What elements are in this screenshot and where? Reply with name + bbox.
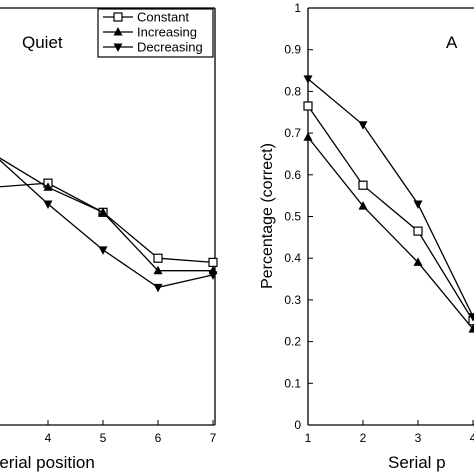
left-panel-quiet: Quiet Serial position 4 5 6 7 ConstantIncre… bbox=[0, 7, 218, 472]
right-point-constant bbox=[303, 101, 313, 111]
left-x-tick-label: 7 bbox=[210, 431, 217, 445]
right-x-ticks: 1 2 3 4 bbox=[305, 420, 474, 445]
left-point-constant bbox=[208, 257, 218, 267]
left-point-increasing bbox=[153, 265, 163, 275]
right-x-axis-label: Serial p bbox=[388, 453, 446, 472]
right-y-ticks: 0 0.1 0.2 0.3 0.4 0.5 0.6 0.7 0.8 0.9 1 bbox=[284, 1, 313, 432]
left-point-constant bbox=[153, 253, 163, 263]
left-series-group bbox=[0, 157, 218, 293]
legend-marker bbox=[113, 12, 123, 22]
right-point-increasing bbox=[303, 132, 313, 141]
left-point-decreasing bbox=[208, 271, 218, 280]
left-point-decreasing bbox=[98, 246, 108, 255]
right-y-tick-label: 0.9 bbox=[284, 43, 301, 57]
right-point-decreasing bbox=[413, 200, 423, 209]
right-y-tick-label: 0.8 bbox=[284, 84, 301, 98]
right-panel: A Percentage (correct) Serial p 00.10.20… bbox=[259, 1, 474, 472]
left-point-decreasing bbox=[153, 283, 163, 293]
right-point-decreasing bbox=[468, 313, 474, 322]
right-point-decreasing bbox=[358, 121, 368, 130]
right-point-constant bbox=[413, 226, 423, 236]
right-y-tick-label: 0.7 bbox=[284, 126, 301, 140]
right-x-tick-label: 1 bbox=[305, 431, 312, 445]
right-x-tick-label: 2 bbox=[360, 431, 367, 445]
right-y-tick-label: 1 bbox=[294, 1, 301, 15]
right-series-line-increasing bbox=[307, 136, 474, 330]
right-point-increasing bbox=[468, 324, 474, 333]
left-point-increasing bbox=[98, 207, 108, 216]
right-series-line-decreasing bbox=[307, 78, 474, 317]
legend-marker bbox=[113, 27, 123, 36]
right-y-tick-label: 0.2 bbox=[284, 335, 301, 349]
right-y-tick-label: 0.6 bbox=[284, 168, 301, 182]
left-point-increasing bbox=[43, 182, 53, 191]
left-x-ticks: 4 5 6 7 bbox=[45, 420, 217, 445]
left-x-tick-label: 5 bbox=[100, 431, 107, 445]
left-series-line-constant bbox=[0, 182, 214, 264]
right-x-tick-label: 4 bbox=[470, 431, 474, 445]
right-series-line-constant bbox=[307, 105, 474, 322]
right-y-tick-label: 0 bbox=[294, 418, 301, 432]
right-y-tick-label: 0.1 bbox=[284, 376, 301, 390]
right-point-increasing bbox=[413, 257, 423, 266]
left-series-line-decreasing bbox=[0, 159, 214, 289]
left-panel-title: Quiet bbox=[22, 33, 63, 52]
right-y-tick-label: 0.4 bbox=[284, 251, 301, 265]
legend-label: Increasing bbox=[137, 25, 197, 40]
right-y-tick-label: 0.3 bbox=[284, 293, 301, 307]
right-y-tick-label: 0.5 bbox=[284, 210, 301, 224]
right-series-group bbox=[303, 75, 474, 333]
legend-label: Decreasing bbox=[137, 40, 203, 55]
right-point-increasing bbox=[358, 201, 368, 210]
left-point-decreasing bbox=[43, 200, 53, 209]
right-x-tick-label: 3 bbox=[415, 431, 422, 445]
left-x-axis-label: Serial position bbox=[0, 453, 95, 472]
right-point-decreasing bbox=[303, 75, 313, 84]
left-x-tick-label: 6 bbox=[155, 431, 162, 445]
legend-label: Constant bbox=[137, 10, 189, 25]
legend-marker bbox=[113, 43, 123, 52]
right-y-axis-label: Percentage (correct) bbox=[259, 143, 276, 289]
right-point-constant bbox=[358, 180, 368, 190]
left-x-tick-label: 4 bbox=[45, 431, 52, 445]
right-panel-title: A bbox=[446, 33, 458, 52]
left-series-line-increasing bbox=[0, 157, 213, 272]
